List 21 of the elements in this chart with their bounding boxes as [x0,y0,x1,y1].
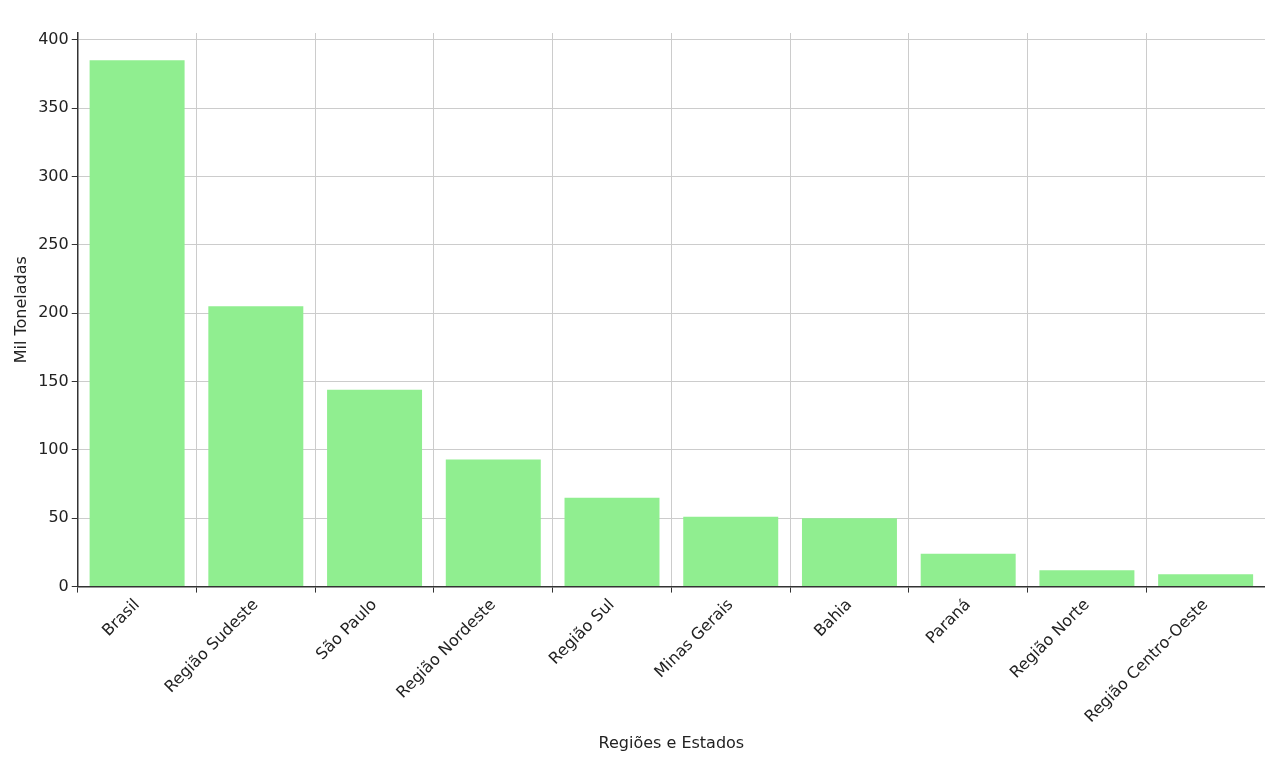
bar [683,516,779,587]
bar [445,459,541,587]
bar [208,306,304,587]
y-tick-label: 50 [48,507,69,527]
y-tick-label: 350 [38,97,69,117]
bar [1158,574,1254,587]
y-tick-label: 150 [38,370,69,390]
bar [89,60,185,587]
bar [327,389,423,587]
y-tick-label: 250 [38,234,69,254]
y-axis-title: Mil Toneladas [10,256,30,364]
y-tick-label: 100 [38,439,69,459]
y-tick-label: 400 [38,28,69,48]
bar [564,497,660,587]
y-tick-label: 0 [58,575,69,595]
bar [1039,570,1135,587]
bar [920,553,1016,587]
x-axis-title: Regiões e Estados [598,732,745,752]
bar [801,518,897,587]
y-tick-label: 200 [38,302,69,322]
y-tick-label: 300 [38,165,69,185]
